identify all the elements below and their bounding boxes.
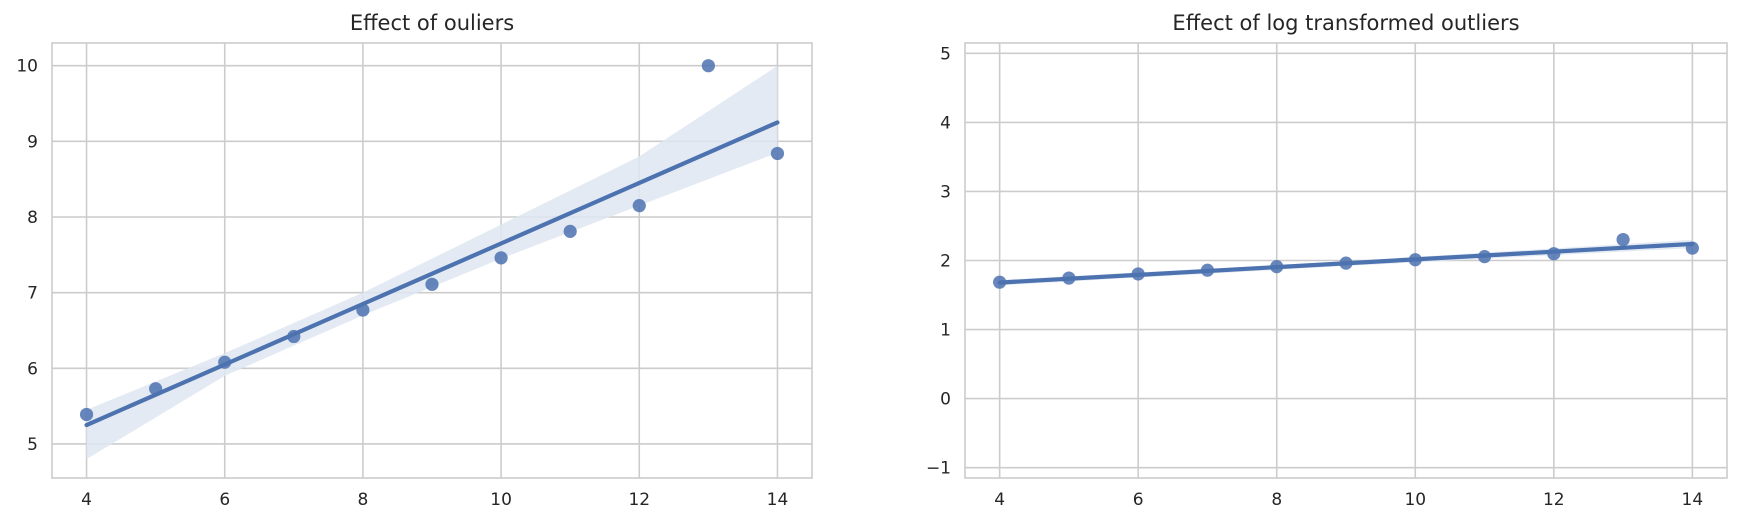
- y-tick-label: 9: [27, 132, 38, 152]
- data-point: [356, 303, 370, 317]
- chart-title: Effect of log transformed outliers: [1172, 11, 1519, 35]
- y-tick-label: 8: [27, 208, 38, 228]
- y-tick-label: 3: [940, 182, 951, 202]
- y-tick-label: 4: [940, 113, 951, 133]
- y-tick-label: 6: [27, 359, 38, 379]
- plot-log-transformed: Effect of log transformed outliers 4 6 8 10…: [926, 11, 1728, 510]
- data-point: [425, 277, 439, 291]
- data-point: [632, 199, 646, 213]
- data-point: [1200, 263, 1215, 277]
- data-point: [494, 251, 508, 265]
- data-point: [1339, 256, 1353, 270]
- regression-line: [84, 120, 780, 428]
- y-tick-label: 10: [16, 57, 38, 77]
- x-tick-label: 4: [994, 490, 1005, 510]
- data-point: [1685, 241, 1699, 255]
- data-point: [1270, 260, 1284, 274]
- x-tick-label: 10: [1404, 490, 1426, 510]
- x-tick-label: 14: [1682, 490, 1704, 510]
- data-point: [1408, 253, 1422, 267]
- x-tick-label: 6: [219, 490, 230, 510]
- data-point: [149, 382, 163, 396]
- data-point: [993, 275, 1007, 289]
- y-tick-label: 7: [27, 284, 38, 304]
- data-point: [770, 146, 785, 161]
- data-point: [287, 329, 301, 344]
- x-tick-label: 12: [1543, 490, 1565, 510]
- y-tick-label: −1: [926, 459, 951, 479]
- data-point: [1547, 247, 1561, 261]
- y-tick-label: 5: [27, 435, 38, 455]
- x-tick-label: 10: [490, 490, 512, 510]
- x-tick-label: 8: [1271, 490, 1282, 510]
- y-tick-label: 5: [940, 44, 951, 64]
- plot-frame: [51, 42, 813, 479]
- data-point: [1616, 232, 1630, 247]
- data-point: [1062, 271, 1076, 285]
- x-tick-label: 8: [357, 490, 368, 510]
- plot-outliers: Effect of ouliers 4 6 8 10 12 14 5 6 7 8 9 10: [16, 11, 813, 510]
- data-point: [79, 407, 94, 422]
- data-point: [701, 59, 715, 73]
- x-tick-label: 6: [1133, 490, 1144, 510]
- data-point: [1131, 267, 1145, 281]
- data-point: [218, 355, 232, 369]
- chart-title: Effect of ouliers: [350, 11, 514, 35]
- y-tick-label: 2: [940, 252, 951, 272]
- plot-frame: [964, 42, 1728, 479]
- x-tick-label: 4: [81, 490, 92, 510]
- y-tick-label: 1: [940, 321, 951, 341]
- confidence-band: [86, 65, 778, 460]
- data-point: [1477, 250, 1492, 264]
- x-tick-label: 12: [628, 490, 650, 510]
- x-tick-label: 14: [767, 490, 789, 510]
- y-tick-label: 0: [940, 390, 951, 410]
- data-point: [563, 224, 577, 238]
